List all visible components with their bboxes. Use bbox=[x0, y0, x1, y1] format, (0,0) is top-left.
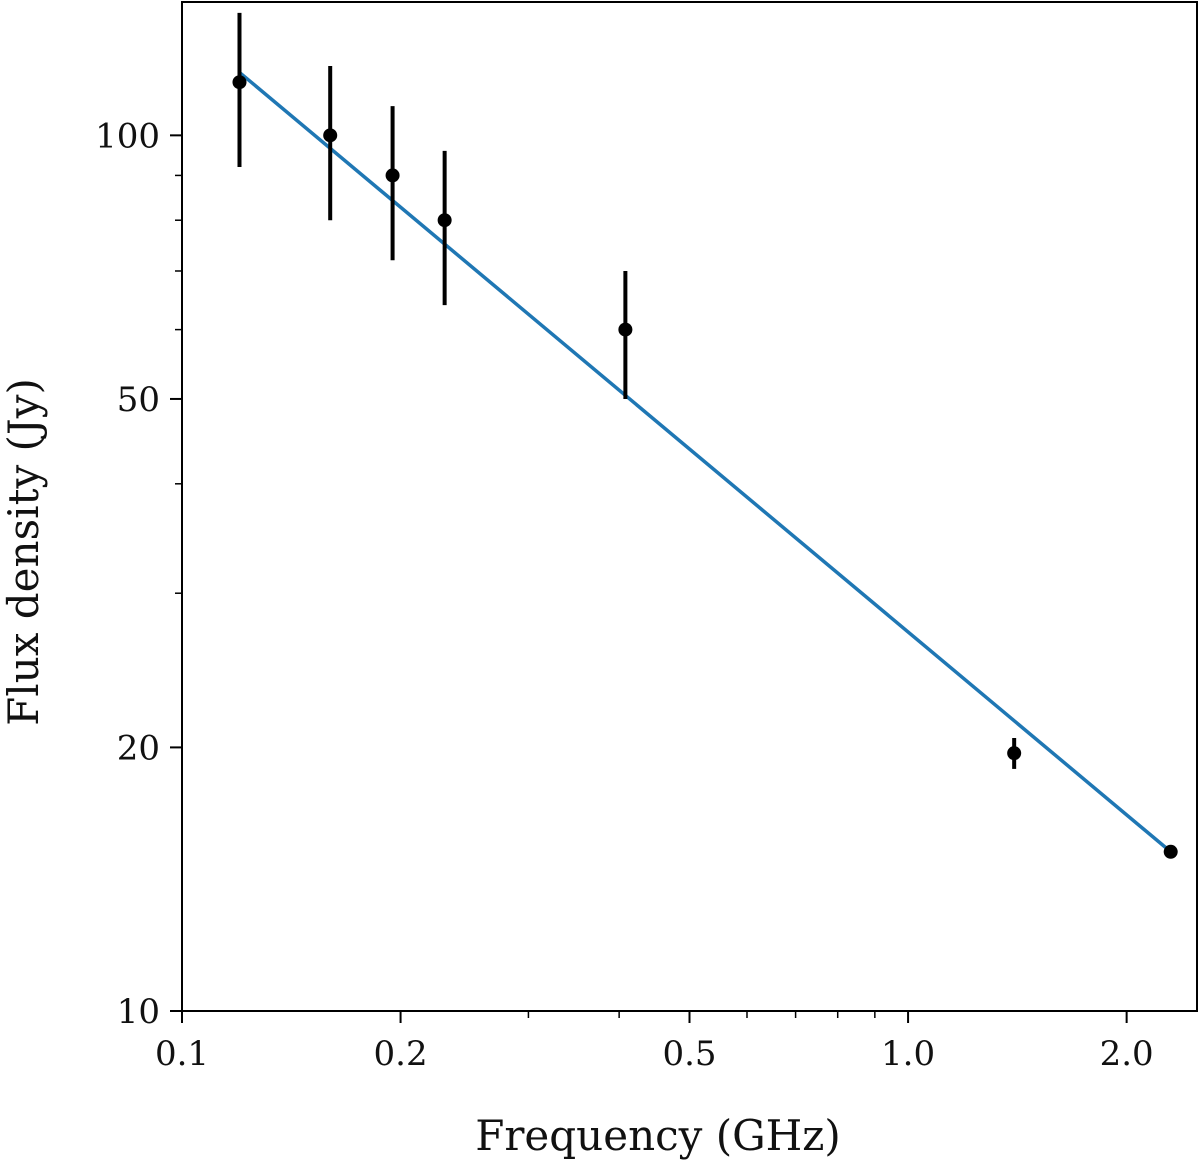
y-tick-label-1: 20 bbox=[117, 728, 160, 768]
x-tick-label-3: 1.0 bbox=[881, 1034, 935, 1074]
x-tick-label-2: 0.5 bbox=[662, 1034, 716, 1074]
data-point-6 bbox=[1163, 844, 1178, 859]
x-tick-label-0: 0.1 bbox=[155, 1034, 209, 1074]
data-point-4 bbox=[618, 322, 633, 337]
y-tick-label-2: 50 bbox=[117, 380, 160, 420]
data-point-3 bbox=[437, 213, 452, 228]
x-axis-label: Frequency (GHz) bbox=[475, 1111, 841, 1160]
data-point-5 bbox=[1007, 746, 1022, 761]
x-tick-label-1: 0.2 bbox=[374, 1034, 428, 1074]
data-point-2 bbox=[385, 168, 400, 183]
x-tick-label-4: 2.0 bbox=[1100, 1034, 1154, 1074]
data-point-1 bbox=[323, 128, 338, 143]
data-point-0 bbox=[232, 75, 247, 90]
y-tick-label-0: 10 bbox=[117, 992, 160, 1032]
y-tick-label-3: 100 bbox=[95, 116, 160, 156]
y-axis-label: Flux density (Jy) bbox=[0, 378, 48, 726]
fit-line bbox=[237, 70, 1173, 854]
